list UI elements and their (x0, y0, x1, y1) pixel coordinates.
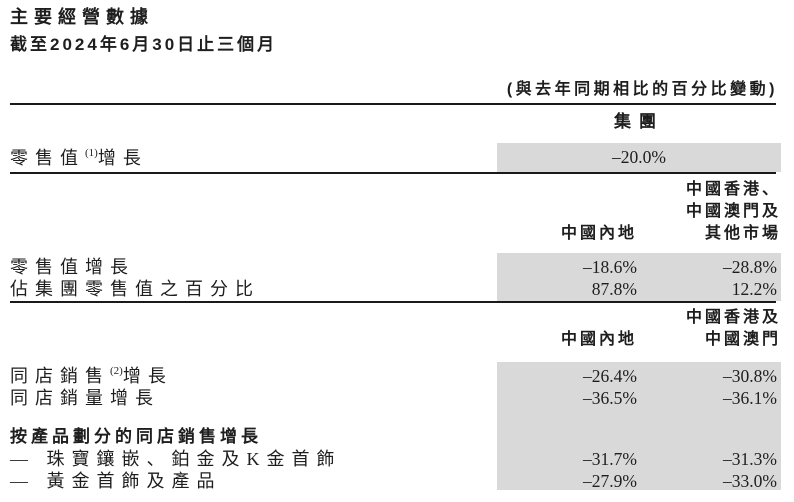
cell-value-hk-macau: –30.8% (723, 366, 777, 386)
column-header-line: 中國澳門 (704, 331, 781, 348)
row-label: 同店銷售(2)增長 (10, 365, 173, 387)
column-header-mainland-china: 中國內地 (560, 331, 637, 348)
cell-value-hk-macau-others: –28.8% (723, 257, 777, 277)
highlight-band-same-store (497, 362, 781, 490)
row-label: 佔集團零售值之百分比 (10, 279, 260, 299)
page-title: 主要經營數據 (10, 7, 154, 27)
column-header-line: 中國澳門及 (685, 203, 781, 220)
column-header-line: 中國香港、 (685, 181, 781, 198)
footnote-marker: (1) (85, 147, 98, 159)
highlight-band-markets (497, 253, 781, 301)
row-label: 零售值(1)增長 (10, 147, 148, 169)
column-header-line: 中國香港及 (685, 309, 781, 326)
cell-value-group: –20.0% (612, 147, 666, 167)
cell-value-hk-macau: –31.3% (723, 449, 777, 469)
cell-value-hk-macau-others: 12.2% (731, 279, 777, 299)
row-label: — 珠寶鑲嵌、鉑金及K金首飾 (10, 449, 342, 469)
table-row: 零售值增長 –18.6% –28.8% (0, 256, 794, 278)
column-header-hk-macau: 中國香港及 中國澳門 (686, 307, 781, 351)
column-header-line: 其他市場 (704, 225, 781, 242)
column-header-hk-macau-others: 中國香港、 中國澳門及 其他市場 (686, 179, 781, 245)
highlight-band-group (497, 143, 781, 172)
divider-rule-top (10, 103, 776, 105)
footnote-marker: (2) (110, 365, 123, 377)
row-label-rest: 增長 (97, 148, 148, 168)
divider-rule-lower (10, 301, 776, 303)
cell-value-hk-macau: –36.1% (723, 388, 777, 408)
page-subtitle: 截至2024年6月30日止三個月 (10, 35, 278, 54)
row-label-rest: 增長 (122, 366, 173, 386)
cell-value-mainland: –31.7% (583, 449, 637, 469)
table-row: — 珠寶鑲嵌、鉑金及K金首飾 –31.7% –31.3% (0, 448, 794, 470)
cell-value-mainland: –18.6% (583, 257, 637, 277)
table-row: 零售值(1)增長 –20.0% (0, 147, 794, 169)
column-header-group: 集團 (614, 112, 664, 131)
cell-value-mainland: 87.8% (591, 279, 637, 299)
table-row: — 黃金首飾及產品 –27.9% –33.0% (0, 470, 794, 492)
divider-rule-middle (10, 172, 776, 174)
table-row: 按產品劃分的同店銷售增長 (0, 426, 794, 448)
by-product-section-header: 按產品劃分的同店銷售增長 (10, 427, 262, 446)
row-label: 同店銷量增長 (10, 388, 160, 408)
column-header-mainland-china: 中國內地 (560, 225, 637, 242)
row-label: — 黃金首飾及產品 (10, 471, 222, 491)
table-row: 同店銷量增長 –36.5% –36.1% (0, 387, 794, 409)
cell-value-mainland: –27.9% (583, 471, 637, 491)
row-label-main: 同店銷售 (10, 366, 110, 386)
cell-value-mainland: –36.5% (583, 388, 637, 408)
row-label: 零售值增長 (10, 257, 135, 277)
cell-value-mainland: –26.4% (583, 366, 637, 386)
comparison-note: (與去年同期相比的百分比變動) (506, 81, 778, 98)
table-row: 佔集團零售值之百分比 87.8% 12.2% (0, 278, 794, 300)
cell-value-hk-macau: –33.0% (723, 471, 777, 491)
table-row: 同店銷售(2)增長 –26.4% –30.8% (0, 365, 794, 387)
row-label-main: 零售值 (10, 148, 85, 168)
